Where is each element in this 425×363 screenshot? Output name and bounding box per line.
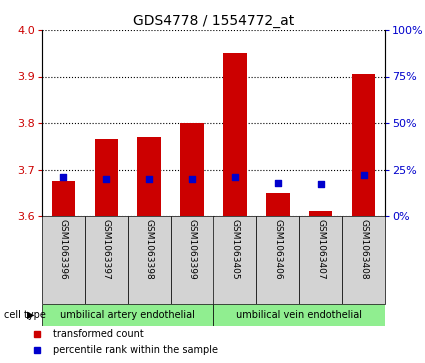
Bar xyxy=(94,139,118,216)
Text: percentile rank within the sample: percentile rank within the sample xyxy=(53,345,218,355)
Bar xyxy=(42,216,85,304)
Point xyxy=(60,174,67,180)
Point xyxy=(360,172,367,178)
Bar xyxy=(266,193,289,216)
Text: GSM1063405: GSM1063405 xyxy=(230,219,239,279)
Text: GSM1063396: GSM1063396 xyxy=(59,219,68,280)
Bar xyxy=(299,216,342,304)
Bar xyxy=(213,216,256,304)
Point xyxy=(189,176,196,182)
Text: ▶: ▶ xyxy=(26,310,34,320)
Point xyxy=(275,180,281,185)
Bar xyxy=(223,53,247,216)
Point xyxy=(317,182,324,187)
Bar xyxy=(342,216,385,304)
Text: GSM1063406: GSM1063406 xyxy=(273,219,282,279)
Bar xyxy=(85,216,128,304)
Bar xyxy=(213,304,385,326)
Text: GSM1063399: GSM1063399 xyxy=(187,219,196,280)
Text: umbilical vein endothelial: umbilical vein endothelial xyxy=(236,310,362,320)
Bar xyxy=(309,211,332,216)
Text: GSM1063408: GSM1063408 xyxy=(359,219,368,279)
Text: GSM1063407: GSM1063407 xyxy=(316,219,325,279)
Text: transformed count: transformed count xyxy=(53,329,144,339)
Bar xyxy=(137,137,161,216)
Text: cell type: cell type xyxy=(4,310,46,320)
Point xyxy=(146,176,153,182)
Text: GSM1063397: GSM1063397 xyxy=(102,219,111,280)
Bar xyxy=(352,74,375,216)
Bar xyxy=(128,216,170,304)
Text: umbilical artery endothelial: umbilical artery endothelial xyxy=(60,310,195,320)
Bar xyxy=(180,123,204,216)
Bar xyxy=(256,216,299,304)
Title: GDS4778 / 1554772_at: GDS4778 / 1554772_at xyxy=(133,13,294,28)
Bar xyxy=(52,181,75,216)
Bar xyxy=(170,216,213,304)
Bar xyxy=(42,304,213,326)
Point xyxy=(232,174,238,180)
Point xyxy=(103,176,110,182)
Text: GSM1063398: GSM1063398 xyxy=(144,219,154,280)
